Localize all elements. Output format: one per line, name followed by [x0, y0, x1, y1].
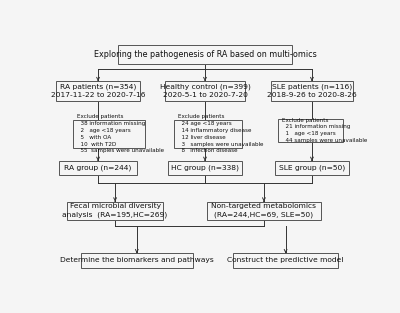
Text: RA group (n=244): RA group (n=244) [64, 165, 132, 172]
Text: RA patients (n=354)
2017-11-22 to 2020-7-16: RA patients (n=354) 2017-11-22 to 2020-7… [51, 84, 145, 99]
Text: Determine the biomarkers and pathways: Determine the biomarkers and pathways [60, 258, 214, 264]
FancyBboxPatch shape [206, 202, 321, 220]
Text: Healthy control (n=399)
2020-5-1 to 2020-7-20: Healthy control (n=399) 2020-5-1 to 2020… [160, 84, 250, 99]
Text: Exploring the pathogenesis of RA based on multi-omics: Exploring the pathogenesis of RA based o… [94, 50, 316, 59]
FancyBboxPatch shape [59, 161, 137, 175]
FancyBboxPatch shape [118, 45, 292, 64]
FancyBboxPatch shape [271, 81, 353, 101]
FancyBboxPatch shape [275, 161, 349, 175]
FancyBboxPatch shape [67, 202, 163, 220]
FancyBboxPatch shape [165, 81, 245, 101]
Text: Exclude patients
  21 information missing
  1   age <18 years
  44 samples were : Exclude patients 21 information missing … [282, 118, 367, 143]
Text: Construct the predictive model: Construct the predictive model [228, 258, 344, 264]
FancyBboxPatch shape [174, 120, 242, 148]
FancyBboxPatch shape [81, 253, 193, 268]
Text: SLE patients (n=116)
2018-9-26 to 2020-8-26: SLE patients (n=116) 2018-9-26 to 2020-8… [267, 84, 357, 99]
Text: Non-targeted metabolomics
(RA=244,HC=69, SLE=50): Non-targeted metabolomics (RA=244,HC=69,… [211, 203, 316, 218]
Text: Exclude patients
  38 information missing
  2   age <18 years
  5   with OA
  10: Exclude patients 38 information missing … [77, 115, 164, 153]
Text: SLE group (n=50): SLE group (n=50) [279, 165, 345, 172]
FancyBboxPatch shape [233, 253, 338, 268]
Text: Fecal microbial diversity
analysis  (RA=195,HC=269): Fecal microbial diversity analysis (RA=1… [62, 203, 168, 218]
FancyBboxPatch shape [56, 81, 140, 101]
Text: HC group (n=338): HC group (n=338) [171, 165, 239, 172]
FancyBboxPatch shape [73, 120, 144, 148]
FancyBboxPatch shape [278, 119, 343, 142]
Text: Exclude patients
  24 age <18 years
  14 inflammatory disease
  12 liver disease: Exclude patients 24 age <18 years 14 inf… [178, 115, 263, 153]
FancyBboxPatch shape [168, 161, 242, 175]
